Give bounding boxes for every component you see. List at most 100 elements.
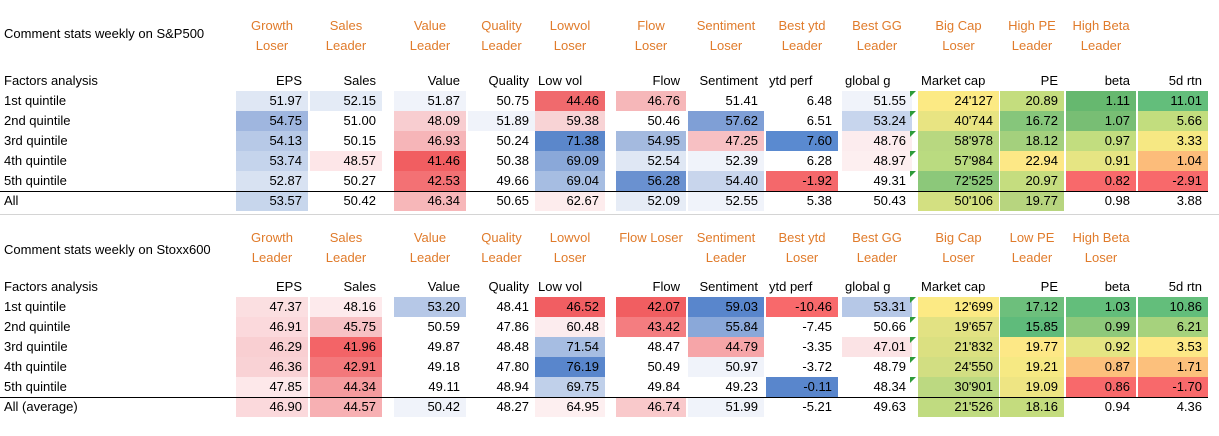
data-cell[interactable]: 54.75 (236, 111, 308, 131)
data-cell[interactable]: 48.16 (310, 297, 382, 317)
data-cell[interactable]: 54.95 (616, 131, 686, 151)
data-cell[interactable]: 16.72 (1000, 111, 1064, 131)
data-cell[interactable]: 30'901 (918, 377, 999, 397)
data-cell[interactable]: 42.91 (310, 357, 382, 377)
data-cell[interactable]: 0.91 (1066, 151, 1136, 171)
data-cell[interactable]: 46.52 (535, 297, 605, 317)
data-cell[interactable]: 50.43 (842, 191, 912, 211)
data-cell[interactable]: 51.89 (468, 111, 535, 131)
data-cell[interactable]: 47.85 (236, 377, 308, 397)
data-cell[interactable]: 69.09 (535, 151, 605, 171)
data-cell[interactable]: -1.70 (1138, 377, 1208, 397)
data-cell[interactable]: 51.41 (688, 91, 764, 111)
data-cell[interactable]: -7.45 (766, 317, 838, 337)
data-cell[interactable]: 3.88 (1138, 191, 1208, 211)
data-cell[interactable]: 1.04 (1138, 151, 1208, 171)
data-cell[interactable]: 50.49 (616, 357, 686, 377)
data-cell[interactable]: 3.33 (1138, 131, 1208, 151)
data-cell[interactable]: 0.97 (1066, 131, 1136, 151)
data-cell[interactable]: 49.23 (688, 377, 764, 397)
data-cell[interactable]: 47.80 (468, 357, 535, 377)
data-cell[interactable]: 47.01 (842, 337, 912, 357)
data-cell[interactable]: 52.39 (688, 151, 764, 171)
data-cell[interactable]: 48.41 (468, 297, 535, 317)
data-cell[interactable]: 6.51 (766, 111, 838, 131)
data-cell[interactable]: 50.59 (394, 317, 466, 337)
data-cell[interactable]: 0.94 (1066, 397, 1136, 417)
data-cell[interactable]: 53.57 (236, 191, 308, 211)
data-cell[interactable]: 57.62 (688, 111, 764, 131)
data-cell[interactable]: -10.46 (766, 297, 838, 317)
data-cell[interactable]: 24'550 (918, 357, 999, 377)
data-cell[interactable]: 0.98 (1066, 191, 1136, 211)
data-cell[interactable]: 47.86 (468, 317, 535, 337)
data-cell[interactable]: 1.03 (1066, 297, 1136, 317)
data-cell[interactable]: 20.89 (1000, 91, 1064, 111)
data-cell[interactable]: 51.99 (688, 397, 764, 417)
data-cell[interactable]: 24'127 (918, 91, 999, 111)
data-cell[interactable]: 72'525 (918, 171, 999, 191)
data-cell[interactable]: 54.13 (236, 131, 308, 151)
data-cell[interactable]: -1.92 (766, 171, 838, 191)
data-cell[interactable]: 3.53 (1138, 337, 1208, 357)
data-cell[interactable]: 52.54 (616, 151, 686, 171)
data-cell[interactable]: 64.95 (535, 397, 605, 417)
data-cell[interactable]: 71.54 (535, 337, 605, 357)
data-cell[interactable]: 52.87 (236, 171, 308, 191)
data-cell[interactable]: 48.47 (616, 337, 686, 357)
data-cell[interactable]: 46.93 (394, 131, 466, 151)
data-cell[interactable]: 53.31 (842, 297, 912, 317)
data-cell[interactable]: 50.42 (394, 397, 466, 417)
data-cell[interactable]: -5.21 (766, 397, 838, 417)
data-cell[interactable]: 50.97 (688, 357, 764, 377)
data-cell[interactable]: 22.94 (1000, 151, 1064, 171)
data-cell[interactable]: 44.79 (688, 337, 764, 357)
data-cell[interactable]: 48.48 (468, 337, 535, 357)
data-cell[interactable]: 71.38 (535, 131, 605, 151)
data-cell[interactable]: 45.75 (310, 317, 382, 337)
data-cell[interactable]: 69.04 (535, 171, 605, 191)
data-cell[interactable]: 48.09 (394, 111, 466, 131)
data-cell[interactable]: 0.87 (1066, 357, 1136, 377)
data-cell[interactable]: 6.48 (766, 91, 838, 111)
data-cell[interactable]: 19'657 (918, 317, 999, 337)
data-cell[interactable]: 49.66 (468, 171, 535, 191)
data-cell[interactable]: 44.57 (310, 397, 382, 417)
data-cell[interactable]: 18.12 (1000, 131, 1064, 151)
data-cell[interactable]: 42.07 (616, 297, 686, 317)
data-cell[interactable]: 19.77 (1000, 191, 1064, 211)
data-cell[interactable]: 50.24 (468, 131, 535, 151)
data-cell[interactable]: 44.46 (535, 91, 605, 111)
data-cell[interactable]: 19.21 (1000, 357, 1064, 377)
data-cell[interactable]: 48.79 (842, 357, 912, 377)
data-cell[interactable]: 48.76 (842, 131, 912, 151)
data-cell[interactable]: 60.48 (535, 317, 605, 337)
data-cell[interactable]: 44.34 (310, 377, 382, 397)
data-cell[interactable]: 5.38 (766, 191, 838, 211)
data-cell[interactable]: 0.86 (1066, 377, 1136, 397)
data-cell[interactable]: 18.16 (1000, 397, 1064, 417)
data-cell[interactable]: 46.36 (236, 357, 308, 377)
data-cell[interactable]: 49.18 (394, 357, 466, 377)
data-cell[interactable]: 48.27 (468, 397, 535, 417)
data-cell[interactable]: 43.42 (616, 317, 686, 337)
data-cell[interactable]: 50.27 (310, 171, 382, 191)
data-cell[interactable]: 21'832 (918, 337, 999, 357)
data-cell[interactable]: 76.19 (535, 357, 605, 377)
data-cell[interactable]: 46.74 (616, 397, 686, 417)
data-cell[interactable]: 42.53 (394, 171, 466, 191)
data-cell[interactable]: 4.36 (1138, 397, 1208, 417)
data-cell[interactable]: 49.31 (842, 171, 912, 191)
data-cell[interactable]: 62.67 (535, 191, 605, 211)
data-cell[interactable]: -2.91 (1138, 171, 1208, 191)
data-cell[interactable]: 53.24 (842, 111, 912, 131)
data-cell[interactable]: -3.35 (766, 337, 838, 357)
data-cell[interactable]: 52.55 (688, 191, 764, 211)
data-cell[interactable]: 20.97 (1000, 171, 1064, 191)
data-cell[interactable]: 19.09 (1000, 377, 1064, 397)
data-cell[interactable]: 0.82 (1066, 171, 1136, 191)
data-cell[interactable]: 51.87 (394, 91, 466, 111)
data-cell[interactable]: 6.21 (1138, 317, 1208, 337)
data-cell[interactable]: 50.15 (310, 131, 382, 151)
data-cell[interactable]: 46.90 (236, 397, 308, 417)
